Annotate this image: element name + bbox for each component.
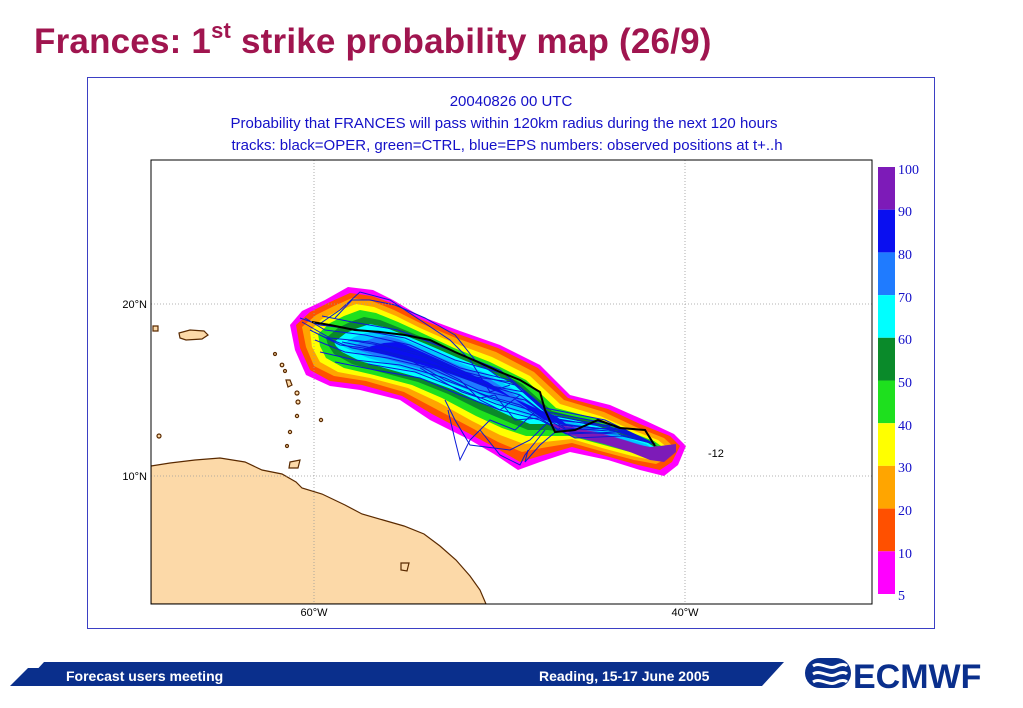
legend-label-40: 40 xyxy=(898,419,912,434)
legend-label-60: 60 xyxy=(898,333,912,348)
legend-label-10: 10 xyxy=(898,547,912,562)
map-header-tracks: tracks: black=OPER, green=CTRL, blue=EPS… xyxy=(231,137,782,154)
map-header-probability: Probability that FRANCES will pass withi… xyxy=(231,115,778,132)
legend-swatch-100 xyxy=(878,167,895,210)
map-gridlines xyxy=(151,160,872,604)
legend-label-50: 50 xyxy=(898,376,912,391)
legend-label-80: 80 xyxy=(898,248,912,263)
map-header-date: 20040826 00 UTC xyxy=(450,93,573,110)
plot-border xyxy=(150,159,873,605)
ecmwf-logo-text: ECMWF xyxy=(853,658,981,694)
legend-swatch-90 xyxy=(878,209,895,253)
legend-swatch-20 xyxy=(878,508,895,552)
legend-label-20: 20 xyxy=(898,504,912,519)
legend-swatch-60 xyxy=(878,337,895,381)
lat-label-10n: 10°N xyxy=(122,471,147,483)
lesser-antilles-land xyxy=(152,325,410,572)
map-frame xyxy=(87,77,935,629)
footer-event: Forecast users meeting xyxy=(66,668,224,684)
title-superscript: st xyxy=(211,18,232,43)
legend-label-30: 30 xyxy=(898,461,912,476)
lat-label-20n: 20°N xyxy=(122,299,147,311)
legend-label-90: 90 xyxy=(898,205,912,220)
footer-location-date: Reading, 15-17 June 2005 xyxy=(539,668,710,684)
legend-swatch-40 xyxy=(878,423,895,466)
legend-label-5: 5 xyxy=(898,589,905,604)
title-prefix: Frances: 1 xyxy=(34,22,212,61)
slide-title: Frances: 1st strike probability map (26/… xyxy=(34,20,712,62)
probability-legend: 100 90 80 70 60 50 40 30 20 10 5 xyxy=(878,163,919,604)
oper-track xyxy=(311,321,656,447)
title-suffix: strike probability map (26/9) xyxy=(231,22,712,61)
lon-label-60w: 60°W xyxy=(300,607,328,619)
footer-bar xyxy=(10,662,784,686)
legend-label-70: 70 xyxy=(898,291,912,306)
legend-swatch-70 xyxy=(878,295,895,338)
legend-swatch-10 xyxy=(878,551,895,594)
legend-label-100: 100 xyxy=(898,163,919,178)
puerto-rico-land xyxy=(178,329,209,341)
legend-swatch-50 xyxy=(878,380,895,424)
observed-position-label: -12 xyxy=(708,448,724,460)
ecmwf-logo-mark xyxy=(805,658,851,688)
ecmwf-logo: ECMWF xyxy=(805,658,981,694)
legend-swatch-80 xyxy=(878,252,895,296)
legend-swatch-30 xyxy=(878,465,895,509)
lon-label-40w: 40°W xyxy=(671,607,699,619)
